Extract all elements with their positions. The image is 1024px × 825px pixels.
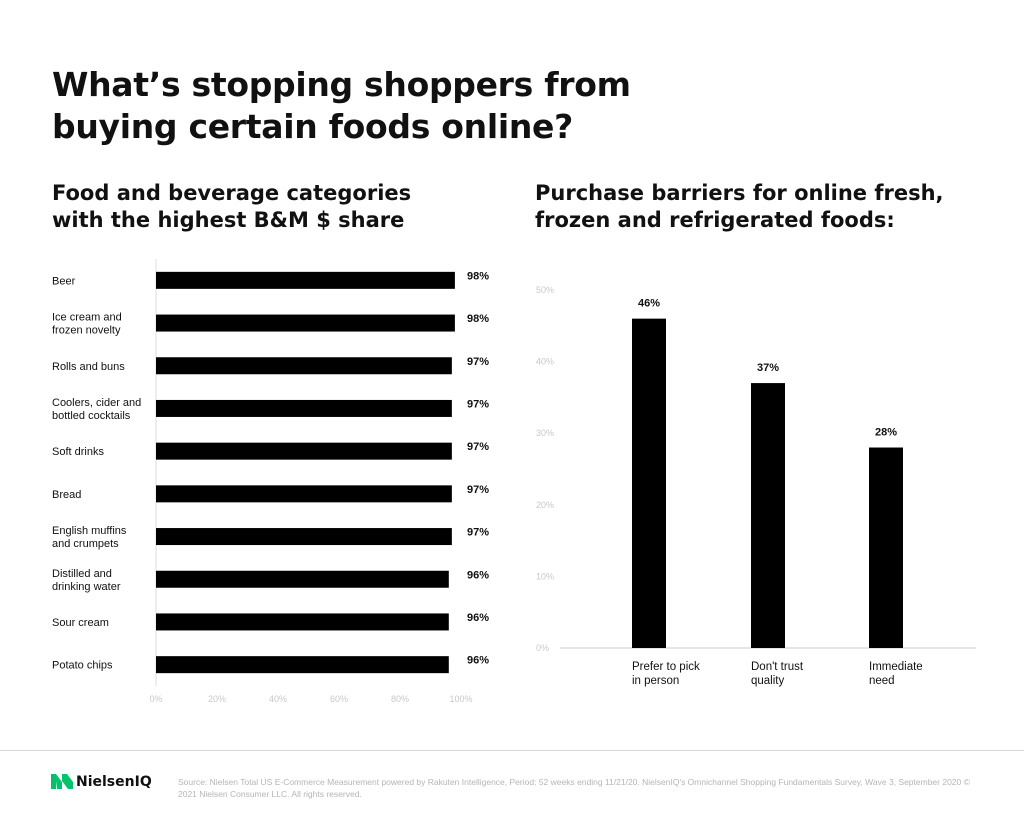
y-tick-label: 0% xyxy=(536,643,549,653)
category-label: Beer xyxy=(52,275,76,287)
x-tick-label: 80% xyxy=(391,694,409,704)
footer-divider xyxy=(0,750,1024,751)
data-label: 46% xyxy=(638,298,660,310)
horizontal-bar-chart: Beer 98% Ice cream and frozen novelty 98% Rol… xyxy=(52,259,489,704)
bar xyxy=(751,383,785,648)
category-label: Prefer to pick in person xyxy=(632,661,700,687)
category-label: Rolls and buns xyxy=(52,361,125,373)
nielseniq-logo-icon xyxy=(51,774,73,789)
bar xyxy=(156,528,452,546)
data-label: 98% xyxy=(467,313,489,325)
category-label: Sour cream xyxy=(52,617,109,629)
y-tick-label: 40% xyxy=(536,357,554,367)
data-label: 97% xyxy=(467,441,489,453)
data-label: 97% xyxy=(467,356,489,368)
category-label: Bread xyxy=(52,489,81,501)
bar xyxy=(156,485,452,503)
data-label: 96% xyxy=(467,569,489,581)
x-tick-label: 100% xyxy=(449,694,472,704)
bar xyxy=(156,314,455,332)
data-label: 97% xyxy=(467,484,489,496)
data-label: 37% xyxy=(757,362,779,374)
y-tick-label: 50% xyxy=(536,285,554,295)
category-label: Ice cream and frozen novelty xyxy=(52,312,122,337)
left-chart-title: Food and beverage categories with the hi… xyxy=(52,181,412,232)
x-tick-label: 60% xyxy=(330,694,348,704)
category-label: Immediate need xyxy=(869,661,923,687)
bar xyxy=(632,318,666,648)
category-label: Coolers, cider and bottled cocktails xyxy=(52,397,141,422)
brand-name: NielsenIQ xyxy=(76,774,152,790)
nielseniq-logo: NielsenIQ xyxy=(50,768,190,798)
bar xyxy=(156,442,452,460)
right-chart-title: Purchase barriers for online fresh, froz… xyxy=(535,181,944,232)
x-tick-label: 0% xyxy=(149,694,162,704)
bar xyxy=(156,613,449,631)
bar xyxy=(869,447,903,648)
category-label: English muffins and crumpets xyxy=(52,525,127,550)
page-title: What’s stopping shoppers from buying cer… xyxy=(52,65,631,146)
data-label: 98% xyxy=(467,270,489,282)
source-note: Source: Nielsen Total US E-Commerce Meas… xyxy=(178,777,970,799)
category-label: Don't trust quality xyxy=(751,661,804,687)
category-label: Distilled and drinking water xyxy=(52,568,121,593)
bar xyxy=(156,271,455,289)
y-tick-label: 20% xyxy=(536,500,554,510)
data-label: 28% xyxy=(875,427,897,439)
data-label: 96% xyxy=(467,612,489,624)
y-tick-label: 10% xyxy=(536,571,554,581)
data-label: 97% xyxy=(467,527,489,539)
x-tick-label: 20% xyxy=(208,694,226,704)
category-label: Soft drinks xyxy=(52,446,104,458)
data-label: 96% xyxy=(467,655,489,667)
bar xyxy=(156,656,449,674)
bar xyxy=(156,570,449,588)
y-tick-label: 30% xyxy=(536,428,554,438)
bar xyxy=(156,357,452,375)
x-tick-label: 40% xyxy=(269,694,287,704)
vertical-bar-chart: 0% 10% 20% 30% 40% 50% 46% Prefer to pick in per… xyxy=(536,285,976,687)
bar xyxy=(156,399,452,417)
data-label: 97% xyxy=(467,398,489,410)
category-label: Potato chips xyxy=(52,660,113,672)
